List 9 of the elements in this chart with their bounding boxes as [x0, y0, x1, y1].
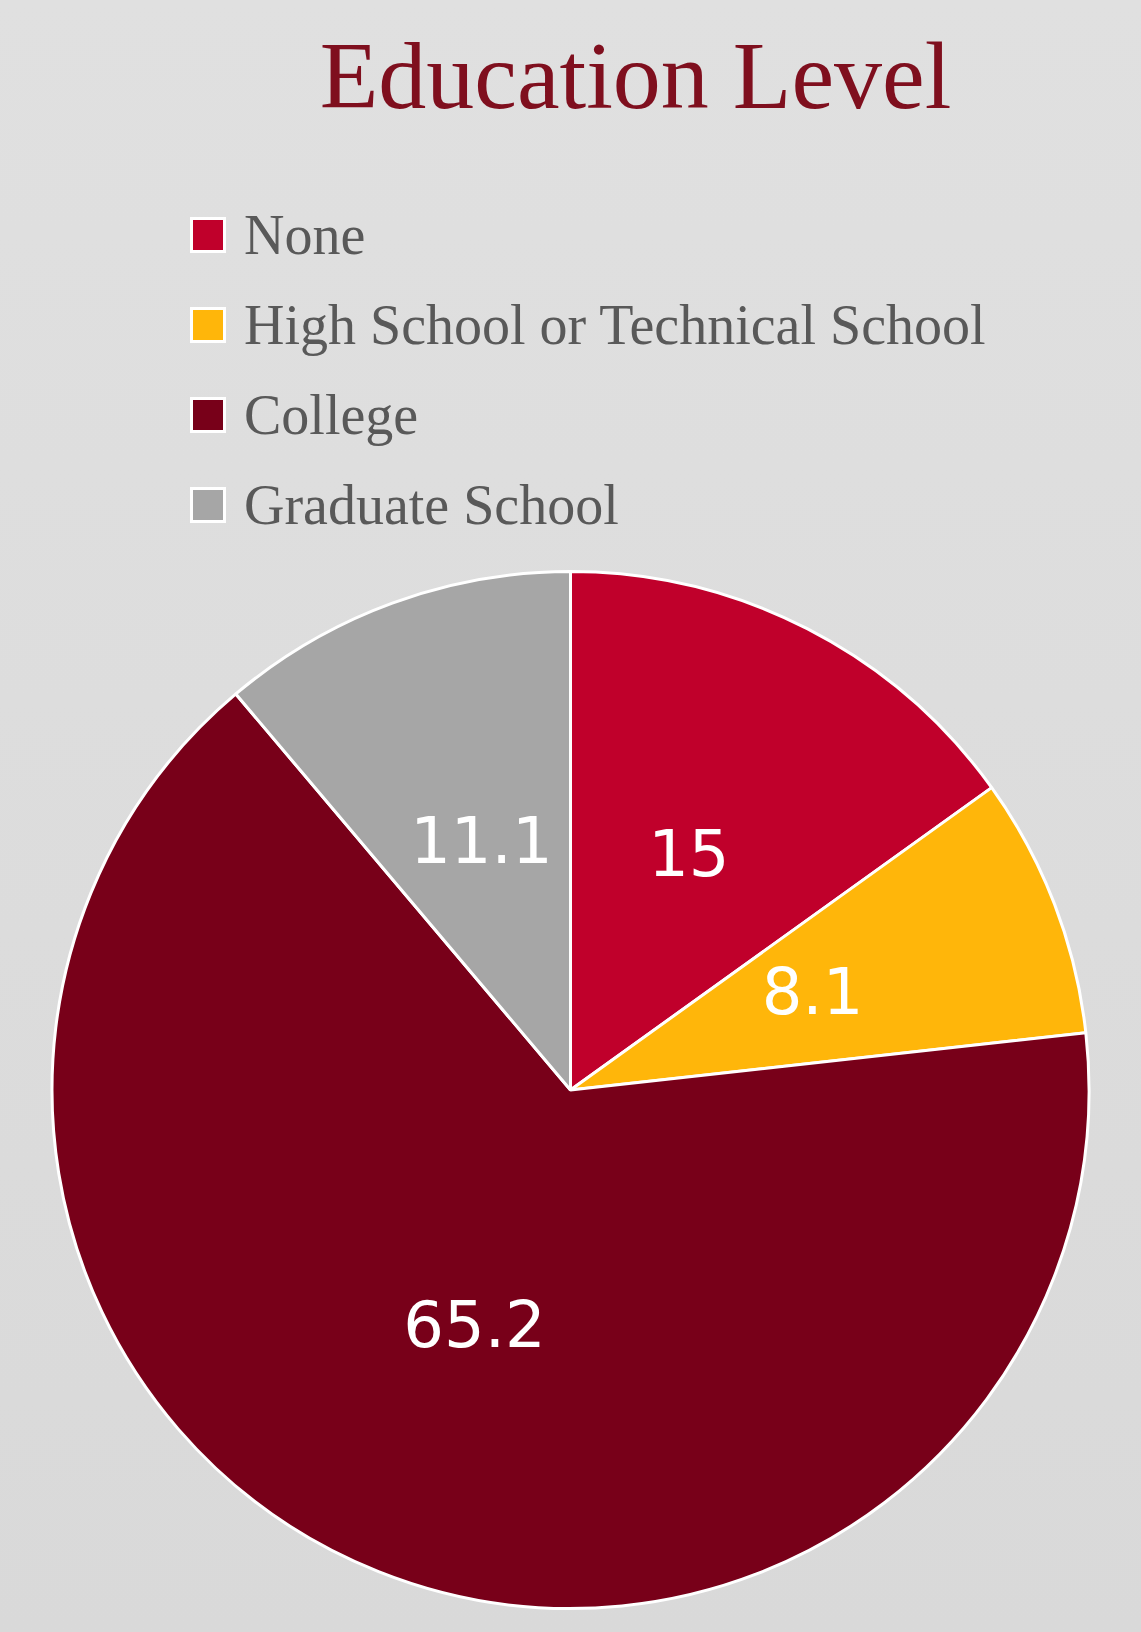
data-label: 8.1	[761, 954, 864, 1029]
data-label: 15	[648, 816, 730, 891]
data-label: 65.2	[403, 1288, 546, 1363]
chart-title: Education Level	[318, 21, 953, 131]
data-label: 11.1	[410, 804, 553, 879]
legend-label: College	[244, 383, 419, 447]
legend-label: None	[244, 203, 366, 267]
legend-label: High School or Technical School	[244, 293, 986, 357]
legend-label: Graduate School	[244, 473, 619, 537]
